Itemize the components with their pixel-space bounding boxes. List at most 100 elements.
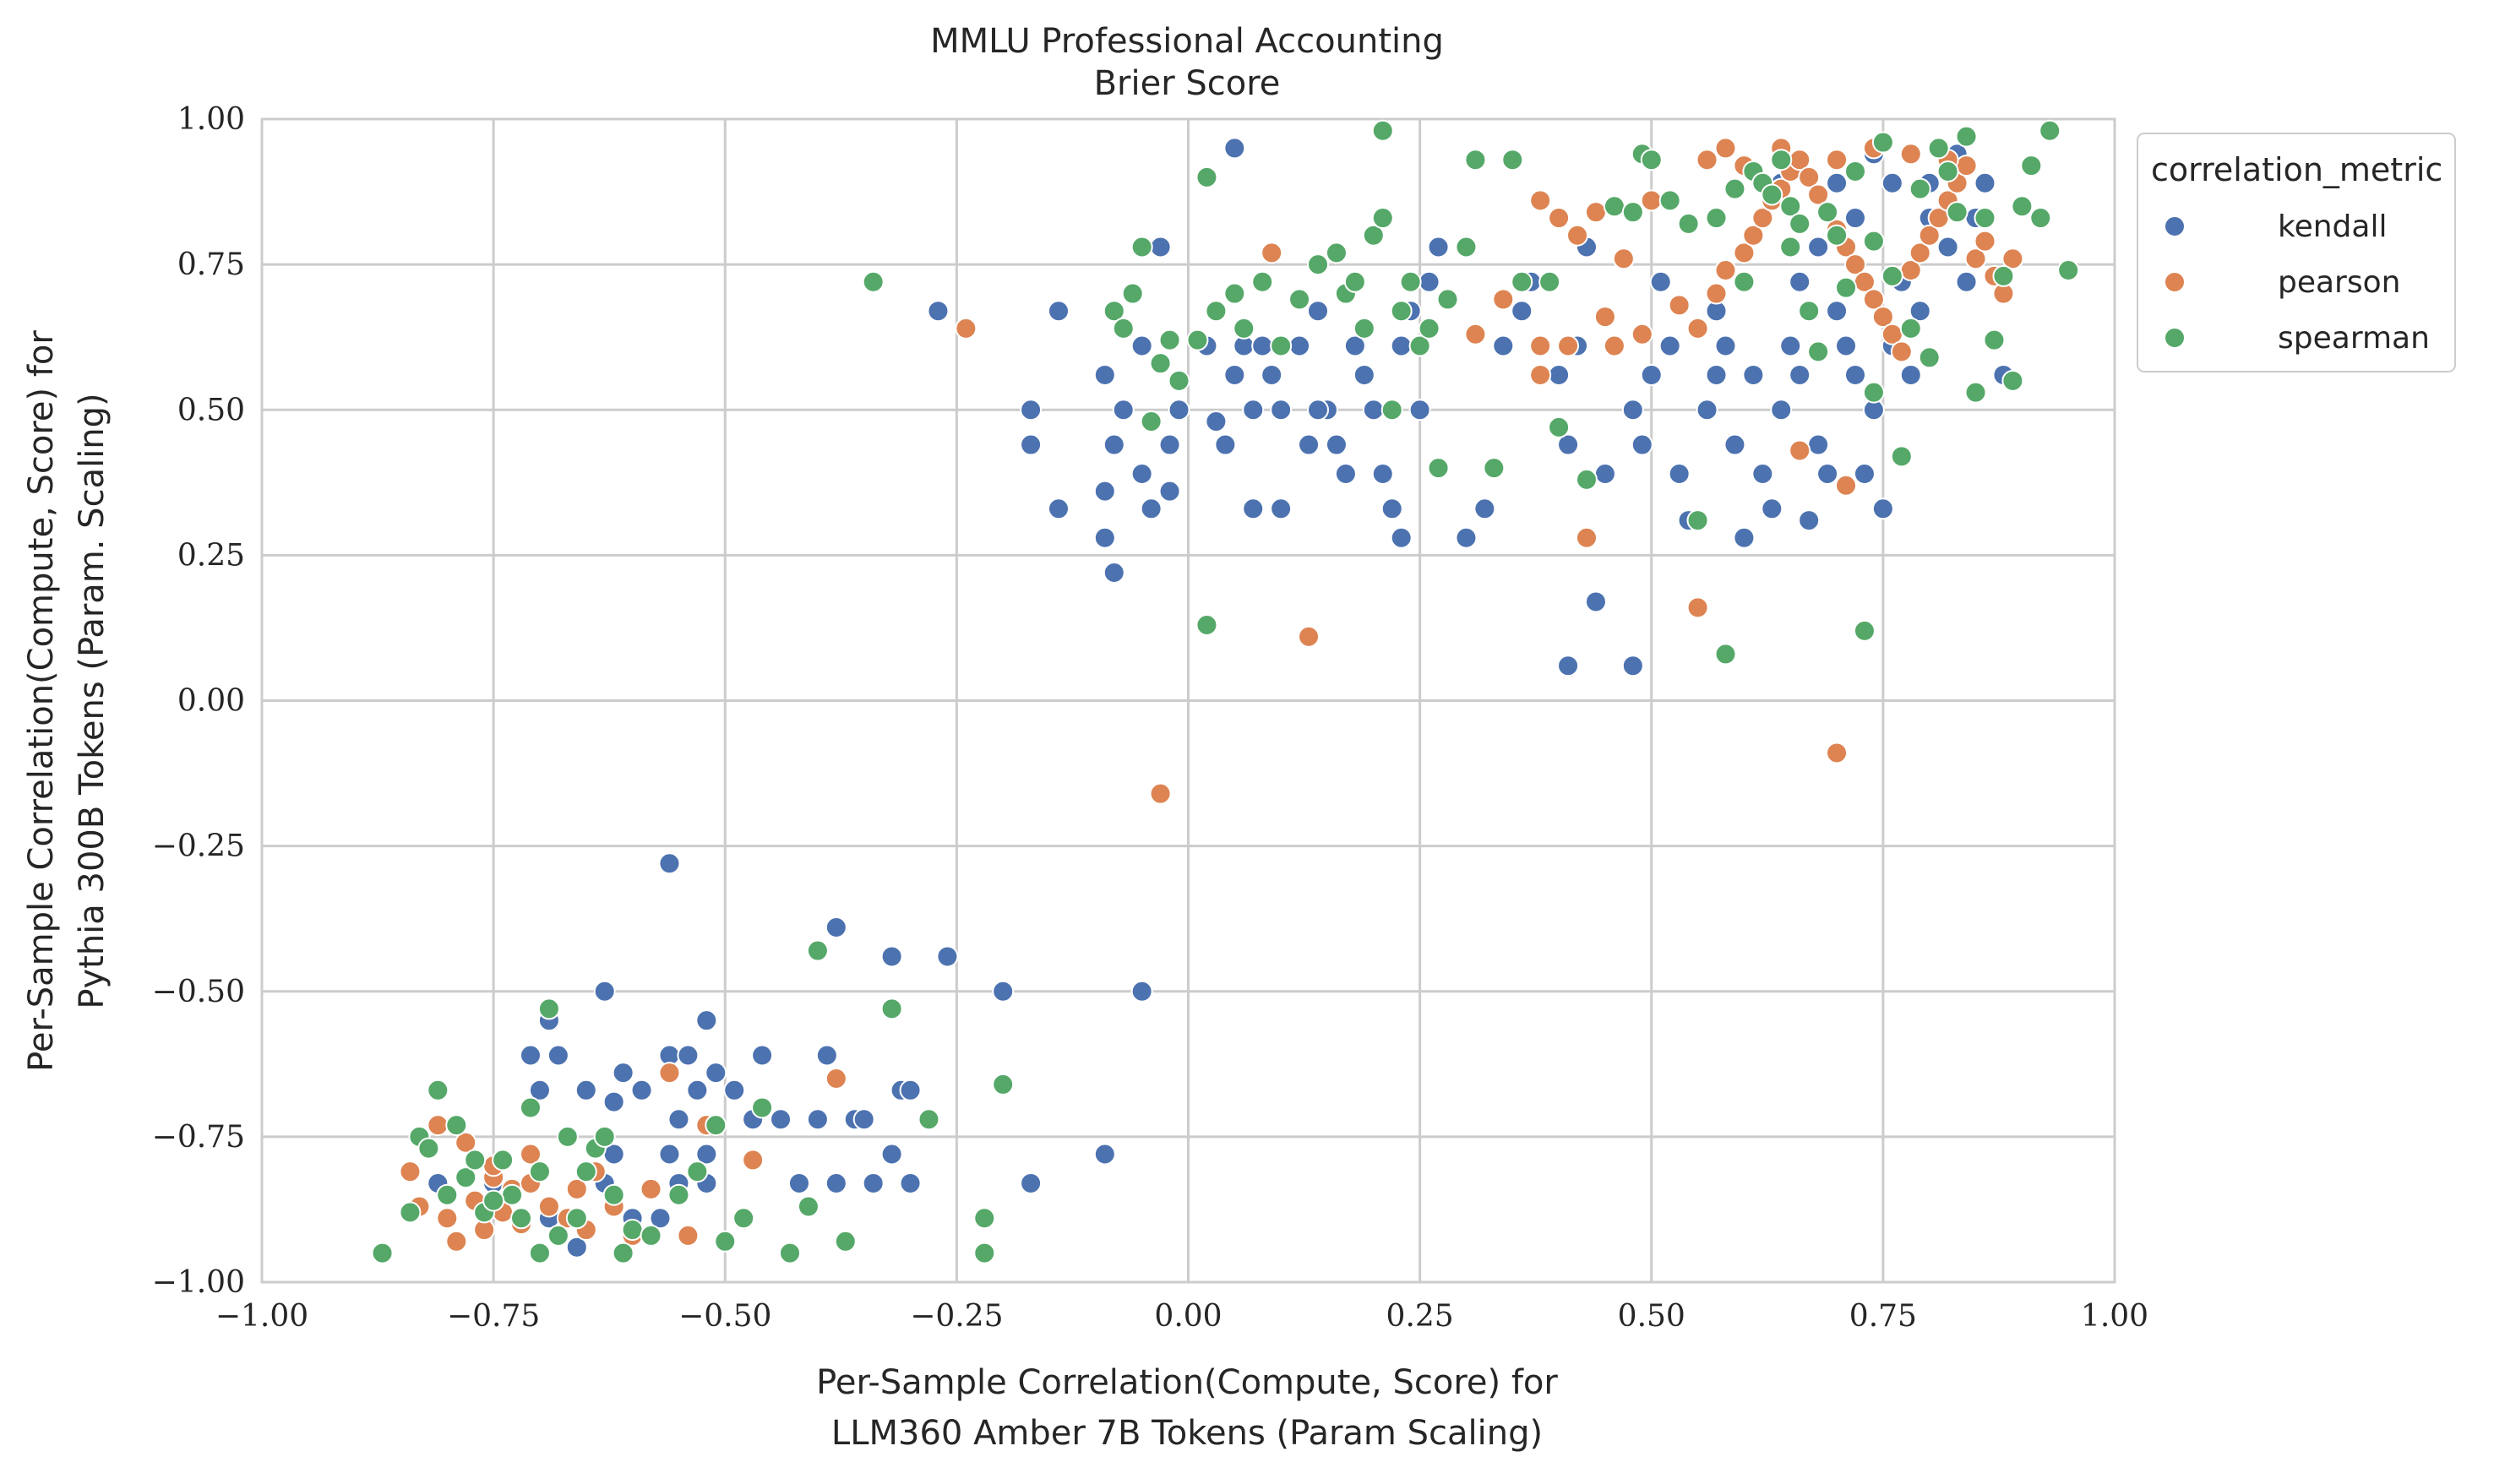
- data-point-spearman: [751, 1096, 774, 1119]
- data-point-spearman: [1658, 189, 1681, 212]
- data-point-spearman: [1603, 195, 1625, 218]
- data-point-spearman: [1890, 445, 1913, 468]
- data-point-kendall: [1668, 462, 1691, 485]
- data-point-spearman: [1427, 457, 1450, 480]
- data-point-spearman: [834, 1230, 857, 1253]
- data-point-kendall: [880, 1143, 903, 1166]
- data-point-pearson: [1529, 363, 1552, 386]
- data-point-kendall: [1621, 399, 1644, 421]
- data-point-kendall: [1093, 1143, 1116, 1166]
- chart-subtitle: Brier Score: [1094, 64, 1281, 103]
- data-point-pearson: [1890, 340, 1913, 363]
- y-axis-label-line1: Per-Sample Correlation(Compute, Score) f…: [22, 330, 61, 1072]
- data-point-spearman: [1168, 369, 1190, 392]
- data-point-pearson: [1640, 189, 1663, 212]
- data-point-spearman: [1418, 317, 1440, 340]
- data-point-spearman: [2011, 195, 2034, 218]
- data-point-kendall: [1261, 363, 1283, 386]
- data-point-spearman: [1483, 457, 1506, 480]
- data-point-kendall: [658, 852, 681, 875]
- data-point-spearman: [1186, 329, 1209, 351]
- data-point-spearman: [492, 1149, 515, 1171]
- data-point-kendall: [936, 945, 959, 968]
- y-tick-label: −0.50: [152, 975, 245, 1009]
- data-point-kendall: [1242, 497, 1265, 520]
- data-point-pearson: [565, 1177, 588, 1200]
- data-point-kendall: [1798, 509, 1821, 532]
- data-point-spearman: [1779, 236, 1802, 258]
- data-point-pearson: [1557, 334, 1580, 357]
- data-point-spearman: [445, 1114, 468, 1137]
- data-point-pearson: [1149, 782, 1172, 805]
- data-point-kendall: [1770, 399, 1793, 421]
- data-point-kendall: [1705, 363, 1728, 386]
- data-point-pearson: [1751, 207, 1774, 230]
- data-point-spearman: [1195, 613, 1218, 636]
- data-point-spearman: [556, 1125, 579, 1148]
- data-point-kendall: [1140, 497, 1163, 520]
- data-point-kendall: [880, 945, 903, 968]
- data-point-kendall: [1047, 300, 1070, 323]
- data-point-kendall: [612, 1062, 634, 1084]
- data-point-kendall: [787, 1171, 810, 1194]
- data-point-pearson: [537, 1195, 560, 1218]
- data-point-spearman: [880, 997, 903, 1020]
- data-point-spearman: [482, 1189, 505, 1212]
- data-point-kendall: [1557, 655, 1580, 677]
- data-point-spearman: [1843, 160, 1866, 182]
- data-point-kendall: [565, 1236, 588, 1258]
- x-tick-label: 0.50: [1618, 1299, 1685, 1334]
- legend-items: kendall pearson spearman: [2164, 209, 2430, 356]
- data-point-kendall: [1103, 562, 1125, 584]
- data-point-kendall: [1826, 300, 1849, 323]
- data-point-spearman: [1686, 509, 1709, 532]
- data-point-kendall: [1362, 399, 1385, 421]
- data-point-kendall: [1103, 433, 1125, 456]
- y-tick-label: −0.75: [152, 1120, 245, 1155]
- data-point-spearman: [1288, 288, 1311, 311]
- data-point-kendall: [1390, 334, 1413, 357]
- data-point-spearman: [1770, 149, 1793, 171]
- data-point-pearson: [1826, 742, 1849, 764]
- data-point-pearson: [1696, 149, 1718, 171]
- data-point-kendall: [1807, 433, 1830, 456]
- data-point-spearman: [1380, 399, 1403, 421]
- data-point-spearman: [427, 1079, 449, 1101]
- data-point-pearson: [519, 1143, 542, 1166]
- data-point-spearman: [1955, 125, 1978, 148]
- data-point-kendall: [992, 980, 1015, 1003]
- data-point-spearman: [612, 1242, 634, 1264]
- data-point-spearman: [686, 1161, 709, 1183]
- data-point-spearman: [1974, 207, 1996, 230]
- data-point-kendall: [1974, 171, 1996, 194]
- data-point-pearson: [1575, 526, 1598, 549]
- y-axis-ticks: −1.00 −0.75 −0.50 −0.25 0.00 0.25 0.50 0.75 1.00: [152, 102, 245, 1300]
- x-tick-label: 0.75: [1849, 1299, 1917, 1334]
- data-point-spearman: [918, 1108, 940, 1131]
- data-point-kendall: [1871, 497, 1894, 520]
- data-point-pearson: [1686, 596, 1709, 619]
- data-point-kendall: [1455, 526, 1478, 549]
- data-point-spearman: [1195, 166, 1218, 188]
- data-point-spearman: [779, 1242, 802, 1264]
- data-point-spearman: [2001, 369, 2024, 392]
- data-point-kendall: [1816, 462, 1839, 485]
- data-point-kendall: [723, 1079, 746, 1101]
- data-point-pearson: [825, 1068, 847, 1090]
- x-tick-label: 0.25: [1386, 1299, 1454, 1334]
- x-tick-label: 0.00: [1154, 1299, 1222, 1334]
- data-point-pearson: [1714, 259, 1737, 282]
- data-point-kendall: [1223, 137, 1246, 160]
- data-point-kendall: [593, 980, 616, 1003]
- data-point-kendall: [1909, 300, 1931, 323]
- x-tick-label: 1.00: [2081, 1299, 2148, 1334]
- data-point-spearman: [1158, 329, 1181, 351]
- data-point-spearman: [1343, 270, 1366, 293]
- data-point-kendall: [1242, 399, 1265, 421]
- data-point-spearman: [1140, 410, 1163, 433]
- data-point-kendall: [1761, 497, 1783, 520]
- data-point-pearson: [1298, 625, 1321, 648]
- legend-label-kendall: kendall: [2278, 209, 2387, 244]
- data-point-spearman: [862, 270, 885, 293]
- data-point-spearman: [1798, 300, 1821, 323]
